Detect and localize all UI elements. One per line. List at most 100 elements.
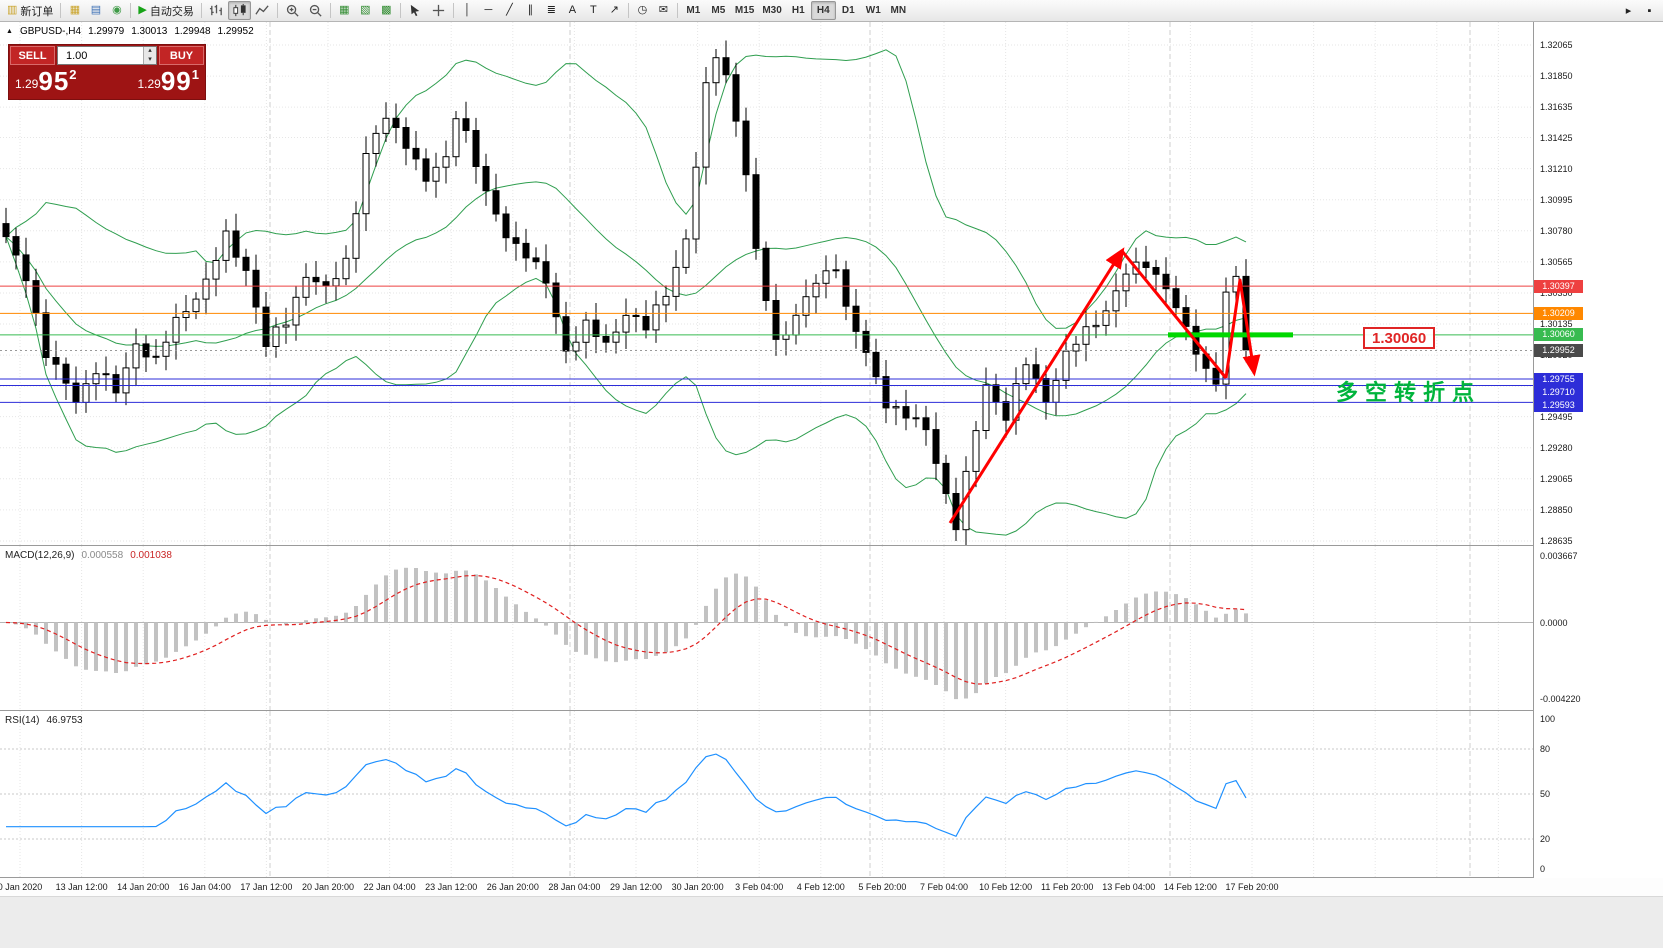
new-chart-icon: ▦: [69, 4, 81, 16]
timeframe-w1-button[interactable]: W1: [861, 1, 886, 20]
price-scale-label: 1.28635: [1540, 535, 1573, 546]
arrows-icon: ↗: [609, 4, 619, 16]
price-tag: 1.29710: [1534, 385, 1583, 399]
timeframe-m1-button[interactable]: M1: [681, 1, 706, 20]
price-scale-label: 1.31850: [1540, 71, 1573, 82]
toolbar-group: ▶ 自动交易: [134, 1, 197, 20]
new-order-button-label: 新订单: [20, 5, 54, 18]
status-strip: [0, 896, 1663, 948]
timeframe-toolbar: M1 M5 M15 M30 H1 H4 D1 W1 MN: [681, 1, 911, 20]
autotrading-button-label: 自动交易: [149, 5, 194, 18]
rsi-canvas[interactable]: [0, 711, 1533, 877]
time-axis-label: 0 Jan 2020: [0, 882, 43, 892]
label-button[interactable]: T: [583, 1, 604, 20]
horizontal-line-button[interactable]: ─: [478, 1, 499, 20]
volume-input[interactable]: [58, 47, 143, 64]
bars-icon: [209, 4, 222, 16]
timeframe-m5-button[interactable]: M5: [706, 1, 731, 20]
toolbar-group: ◷ ✉: [632, 1, 674, 20]
timeframe-h4-button[interactable]: H4: [810, 1, 836, 20]
price-tag: 1.30209: [1534, 306, 1583, 320]
price-scale-label: 1.32065: [1540, 39, 1573, 50]
autotrading-button[interactable]: ▶ 自动交易: [134, 1, 197, 20]
bid-pip-digit: 2: [69, 67, 77, 82]
turning-point-note: 多空转折点: [1336, 380, 1482, 405]
channel-button[interactable]: ∥: [520, 1, 541, 20]
price-chart-canvas[interactable]: [0, 22, 1533, 545]
macd-label: MACD(12,26,9) 0.000558 0.001038: [5, 550, 172, 561]
timeframe-mn-button[interactable]: MN: [886, 1, 911, 20]
timeframe-m30-button[interactable]: M30: [758, 1, 785, 20]
toolbar-separator: [676, 3, 678, 18]
price-scale-label: 1.30995: [1540, 194, 1573, 205]
macd-signal-line: [5, 574, 1247, 685]
time-axis[interactable]: 0 Jan 2020 13 Jan 12:00 14 Jan 20:00 16 Jan…: [0, 878, 1663, 896]
new-order-icon: ▥: [7, 4, 18, 16]
crosshair-button[interactable]: [427, 1, 450, 20]
bid-price: 1.29 95 2: [15, 68, 77, 94]
new-chart-button[interactable]: ▦: [64, 1, 85, 20]
trendline-button[interactable]: ╱: [499, 1, 520, 20]
text-button[interactable]: A: [562, 1, 583, 20]
level-price-label: 1.30060: [1363, 327, 1436, 349]
horizontal-line-icon: ─: [484, 4, 493, 16]
cursor-button[interactable]: [404, 1, 427, 20]
timeframe-h1-button[interactable]: H1: [786, 1, 811, 20]
profiles-button[interactable]: ▤: [85, 1, 106, 20]
new-window-button[interactable]: ▧: [355, 1, 376, 20]
toolbar-separator: [60, 3, 62, 18]
candlestick-chart-button[interactable]: [227, 1, 251, 20]
price-scale-label: 1.29495: [1540, 411, 1573, 422]
bar-chart-button[interactable]: [205, 1, 228, 20]
macd-canvas[interactable]: [0, 546, 1533, 710]
panel-separator[interactable]: [0, 710, 1663, 711]
ask-pip-digit: 1: [191, 67, 199, 82]
data-window-button[interactable]: ◉: [106, 1, 127, 20]
toolbar-separator: [200, 3, 202, 18]
volume-down-icon[interactable]: ▾: [148, 55, 152, 63]
line-chart-button[interactable]: [251, 1, 274, 20]
chart-shift-button[interactable]: ▸: [1618, 1, 1639, 20]
fibonacci-icon: ≣: [546, 4, 556, 16]
ask-big-digits: 99: [160, 66, 192, 96]
chart-expand-icon: ▲: [6, 28, 13, 35]
price-tag: 1.30397: [1534, 279, 1583, 293]
zoom-in-button[interactable]: [281, 1, 304, 20]
toolbar-separator: [276, 3, 278, 18]
panel-separator: [0, 877, 1663, 878]
rsi-value: 46.9753: [46, 715, 83, 726]
timeframe-d1-button[interactable]: D1: [836, 1, 861, 20]
zoom-out-button[interactable]: [304, 1, 327, 20]
clock-button[interactable]: ◷: [632, 1, 653, 20]
ask-prefix: 1.29: [137, 77, 161, 91]
alerts-button[interactable]: ✉: [653, 1, 674, 20]
new-order-button[interactable]: ▥ 新订单: [3, 1, 57, 20]
volume-stepper[interactable]: ▴ ▾: [57, 46, 157, 65]
time-axis-label: 20 Jan 20:00: [301, 882, 355, 892]
panel-separator[interactable]: [0, 545, 1663, 546]
auto-scroll-button[interactable]: ▪: [1639, 1, 1660, 20]
toolbar-separator: [627, 3, 629, 18]
time-axis-label: 29 Jan 12:00: [609, 882, 663, 892]
arrows-button[interactable]: ↗: [604, 1, 625, 20]
tile-windows-button[interactable]: ▦: [334, 1, 355, 20]
price-tag: 1.29952: [1534, 344, 1583, 357]
timeframe-m15-button[interactable]: M15: [731, 1, 758, 20]
price-scale[interactable]: 1.32065 1.31850 1.31635 1.31425 1.31210 1.309…: [1533, 22, 1663, 878]
fibonacci-button[interactable]: ≣: [541, 1, 562, 20]
rsi-scale-label: 0: [1540, 864, 1546, 874]
autotrading-icon: ▶: [138, 4, 147, 16]
volume-up-icon[interactable]: ▴: [148, 47, 152, 54]
toolbar-group: [404, 1, 450, 20]
sell-button[interactable]: SELL: [10, 46, 55, 65]
toolbar-group: [205, 1, 274, 20]
rsi-scale-label: 20: [1540, 834, 1551, 844]
vertical-line-button[interactable]: │: [457, 1, 478, 20]
bid-big-digits: 95: [38, 66, 70, 96]
price-scale-label: 1.29065: [1540, 473, 1573, 484]
new-window-icon: ▧: [360, 4, 371, 16]
macd-histogram-layer: [14, 567, 1248, 700]
indicators-button[interactable]: ▩: [376, 1, 397, 20]
buy-button[interactable]: BUY: [159, 46, 204, 65]
volume-spin-buttons[interactable]: ▴ ▾: [143, 47, 156, 64]
